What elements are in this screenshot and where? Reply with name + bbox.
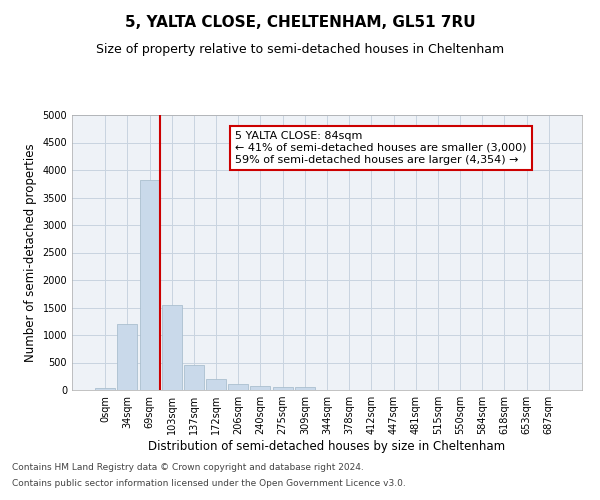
Y-axis label: Number of semi-detached properties: Number of semi-detached properties [24,143,37,362]
Bar [184,365,204,390]
Bar [95,388,115,390]
Bar [250,386,271,390]
Text: Contains public sector information licensed under the Open Government Licence v3: Contains public sector information licen… [12,478,406,488]
Bar [272,386,293,390]
Bar [295,387,315,390]
Text: 5 YALTA CLOSE: 84sqm
← 41% of semi-detached houses are smaller (3,000)
59% of se: 5 YALTA CLOSE: 84sqm ← 41% of semi-detac… [235,132,527,164]
Bar [118,324,137,390]
Bar [140,180,160,390]
Bar [162,304,182,390]
X-axis label: Distribution of semi-detached houses by size in Cheltenham: Distribution of semi-detached houses by … [148,440,506,453]
Bar [206,379,226,390]
Text: Size of property relative to semi-detached houses in Cheltenham: Size of property relative to semi-detach… [96,42,504,56]
Text: 5, YALTA CLOSE, CHELTENHAM, GL51 7RU: 5, YALTA CLOSE, CHELTENHAM, GL51 7RU [125,15,475,30]
Bar [228,384,248,390]
Text: Contains HM Land Registry data © Crown copyright and database right 2024.: Contains HM Land Registry data © Crown c… [12,464,364,472]
